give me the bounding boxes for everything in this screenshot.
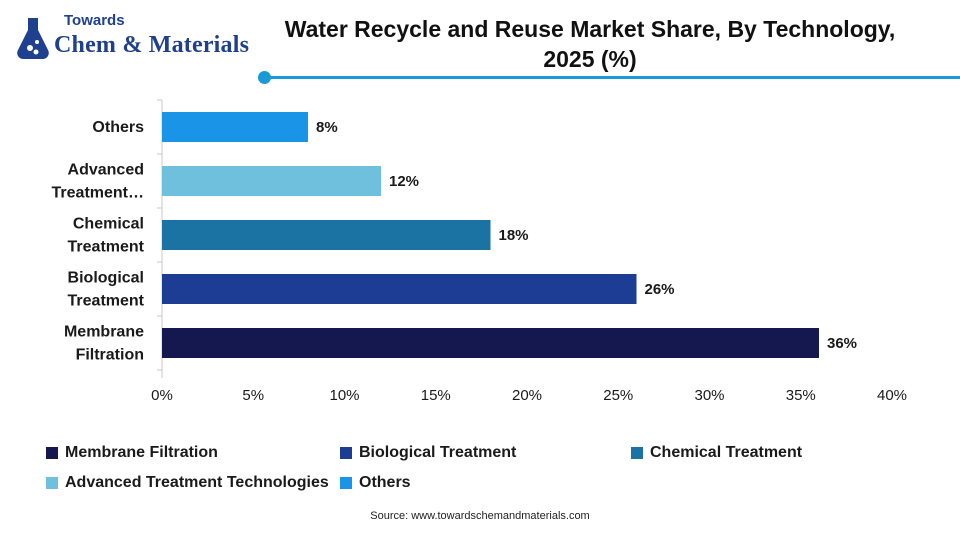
category-label: Chemical Treatment bbox=[68, 216, 145, 256]
bar-chemical-treatment bbox=[162, 220, 491, 250]
data-label: 36% bbox=[827, 335, 857, 352]
legend-item: Membrane Filtration bbox=[46, 444, 218, 462]
bar-membrane-filtration bbox=[162, 328, 819, 358]
x-tick-label: 30% bbox=[694, 387, 724, 404]
bar-chart: 8% Others 12% Advanced Treatment… 18% Chemical… bbox=[52, 99, 907, 404]
legend-swatch bbox=[631, 447, 643, 459]
bar-biological-treatment bbox=[162, 274, 637, 304]
logo-text-towards: Towards bbox=[64, 12, 125, 29]
legend-swatch bbox=[340, 447, 352, 459]
legend-item: Advanced Treatment Technologies bbox=[46, 474, 329, 492]
x-tick-label: 20% bbox=[512, 387, 542, 404]
title-rule bbox=[266, 76, 960, 79]
category-label-line: Filtration bbox=[76, 347, 144, 364]
x-tick-label: 15% bbox=[421, 387, 451, 404]
x-tick-label: 10% bbox=[329, 387, 359, 404]
category-label-line: Chemical bbox=[73, 216, 144, 233]
legend-label: Chemical Treatment bbox=[650, 444, 803, 461]
category-label-line: Treatment bbox=[68, 293, 145, 310]
legend-swatch bbox=[340, 477, 352, 489]
x-tick-label: 0% bbox=[151, 387, 173, 404]
category-label-line: Membrane bbox=[64, 324, 144, 341]
bar-advanced-treatment-technologies bbox=[162, 166, 381, 196]
legend-label: Biological Treatment bbox=[359, 444, 517, 461]
category-label: Biological Treatment bbox=[68, 270, 145, 310]
logo: Towards Chem & Materials bbox=[14, 10, 254, 68]
logo-text-brand: Chem & Materials bbox=[54, 32, 250, 58]
legend-item: Biological Treatment bbox=[340, 444, 516, 462]
source-note: Source: www.towardschemandmaterials.com bbox=[370, 510, 590, 522]
data-label: 12% bbox=[389, 173, 419, 190]
data-label: 8% bbox=[316, 119, 338, 136]
category-label: Others bbox=[92, 119, 144, 136]
flask-icon bbox=[17, 18, 49, 59]
x-tick-label: 35% bbox=[786, 387, 816, 404]
x-tick-label: 25% bbox=[603, 387, 633, 404]
category-label: Membrane Filtration bbox=[64, 324, 144, 364]
legend-label: Others bbox=[359, 474, 411, 491]
legend-label: Advanced Treatment Technologies bbox=[65, 474, 329, 491]
category-label-line: Others bbox=[92, 119, 144, 136]
legend-swatch bbox=[46, 447, 58, 459]
bar-others bbox=[162, 112, 308, 142]
data-label: 18% bbox=[499, 227, 529, 244]
data-label: 26% bbox=[645, 281, 675, 298]
title-rule-dot bbox=[258, 71, 271, 84]
category-label-line: Biological bbox=[68, 270, 144, 287]
category-label-line: Treatment bbox=[68, 239, 145, 256]
category-label: Advanced Treatment… bbox=[52, 162, 144, 202]
x-tick-label: 40% bbox=[877, 387, 907, 404]
legend-item: Chemical Treatment bbox=[631, 444, 802, 462]
legend-label: Membrane Filtration bbox=[65, 444, 218, 461]
chart-title: Water Recycle and Reuse Market Share, By… bbox=[284, 16, 896, 72]
x-tick-label: 5% bbox=[242, 387, 264, 404]
category-label-line: Advanced bbox=[68, 162, 144, 179]
legend-swatch bbox=[46, 477, 58, 489]
legend-item: Others bbox=[340, 474, 411, 492]
category-label-line: Treatment… bbox=[52, 185, 144, 202]
